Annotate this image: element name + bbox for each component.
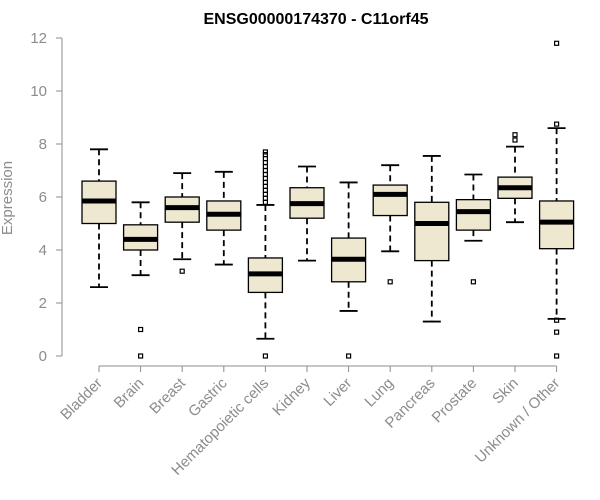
box-group (455, 173, 492, 285)
box-group (206, 170, 242, 266)
box-group (122, 201, 159, 359)
box-group (497, 132, 533, 224)
box-group (414, 155, 450, 323)
y-axis-label: Expression (0, 161, 16, 235)
box-group (247, 149, 284, 359)
box-group (372, 164, 408, 285)
x-tick-label: Bladder (57, 375, 106, 424)
box-group (164, 172, 200, 274)
y-tick-label: 0 (39, 348, 47, 365)
x-tick-label: Breast (146, 374, 189, 417)
x-tick-label: Liver (320, 375, 355, 410)
outlier-point (346, 353, 352, 359)
x-tick-label: Brain (111, 375, 148, 412)
y-tick-label: 2 (39, 295, 47, 312)
box-group (81, 148, 117, 289)
outlier-point (262, 149, 268, 155)
outlier-point (553, 329, 560, 335)
box-group (330, 181, 367, 359)
outlier-point (138, 326, 144, 333)
outlier-point (553, 121, 560, 127)
outlier-point (262, 353, 268, 359)
plot-area (81, 40, 575, 359)
y-tick-label: 4 (39, 242, 47, 259)
y-tick-label: 6 (39, 189, 47, 206)
iqr-box (455, 198, 492, 231)
y-tick-label: 10 (30, 83, 47, 100)
x-tick-label: Lung (361, 375, 397, 411)
x-tick-label: Prostate (429, 375, 481, 427)
chart-title: ENSG00000174370 - C11orf45 (203, 11, 428, 28)
outlier-point (262, 152, 268, 158)
outlier-point (138, 353, 144, 359)
outlier-point (470, 279, 476, 285)
x-tick-label: Skin (489, 375, 522, 408)
y-axis: 0 2 4 6 8 10 12 (30, 30, 63, 365)
outlier-point (553, 317, 560, 323)
outlier-point (512, 132, 518, 138)
iqr-box (372, 184, 408, 217)
outlier-point (387, 279, 393, 285)
y-tick-label: 12 (30, 30, 47, 47)
outlier-point (553, 40, 560, 46)
y-tick-label: 8 (39, 136, 47, 153)
outlier-point (553, 353, 560, 359)
x-tick-label: Kidney (269, 374, 314, 419)
outlier-point (179, 268, 185, 274)
iqr-box (414, 201, 450, 262)
box-group (289, 165, 325, 262)
iqr-box (538, 200, 575, 250)
box-group (538, 40, 575, 359)
outlier-point (512, 137, 518, 143)
